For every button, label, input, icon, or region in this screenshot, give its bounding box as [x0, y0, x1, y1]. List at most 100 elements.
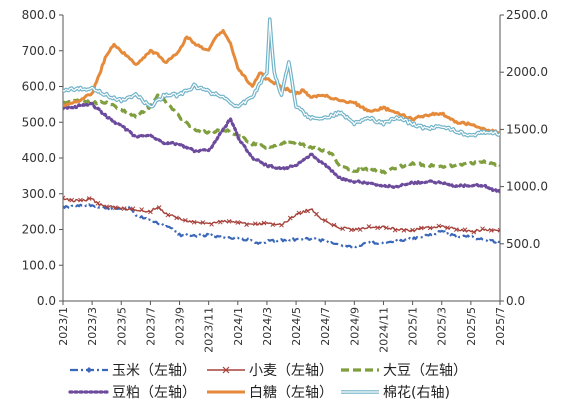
series-point	[279, 222, 284, 228]
series-point	[349, 227, 354, 233]
series-line-inner	[63, 18, 500, 137]
series-point	[113, 205, 118, 210]
series-point	[130, 206, 136, 212]
series-point	[78, 197, 83, 203]
series-point	[63, 195, 66, 201]
series-point	[392, 227, 398, 233]
series-point	[436, 223, 442, 229]
series-point	[314, 211, 319, 217]
legend-marker	[222, 366, 230, 374]
series-point	[410, 227, 415, 233]
x-tick-label: 2024/7	[319, 307, 332, 346]
left-tick-label: 0.0	[37, 294, 56, 308]
legend-label: 棉花(右轴)	[383, 384, 450, 401]
legend: 玉米（左轴） 小麦（左轴） 大豆（左轴） 豆粕（左轴） 白糖（左轴） 棉花(右轴)	[68, 363, 467, 401]
x-tick-label: 2023/5	[115, 307, 128, 346]
series-point	[139, 207, 145, 212]
series-point	[235, 220, 241, 225]
left-tick-label: 800.0	[22, 8, 56, 22]
x-tick-label: 2025/7	[494, 307, 507, 346]
right-tick-label: 500.0	[506, 237, 540, 251]
right-tick-label: 0.0	[506, 294, 525, 308]
series-point	[375, 225, 380, 231]
series-point	[401, 228, 407, 233]
series-point	[121, 206, 127, 211]
series-point	[296, 210, 302, 216]
legend-item: 玉米（左轴）	[70, 363, 196, 379]
x-tick-label: 2025/5	[465, 307, 478, 346]
right-tick-label: 1500.0	[506, 122, 548, 136]
legend-item: 白糖（左轴）	[207, 385, 333, 401]
series-point	[488, 227, 494, 233]
axes: 0.0 100.0 200.0 300.0 400.0 500.0 600.0 700.0 80…	[22, 8, 548, 353]
left-tick-label: 600.0	[22, 80, 56, 94]
series-line	[63, 101, 500, 194]
x-tick-label: 2024/1	[232, 307, 245, 346]
series-point	[480, 226, 485, 232]
series-point	[156, 205, 162, 210]
x-tick-label: 2024/3	[261, 307, 274, 346]
series-line	[63, 203, 500, 249]
left-tick-label: 200.0	[22, 223, 56, 237]
x-tick-label: 2024/11	[377, 307, 390, 353]
series-point	[331, 222, 337, 228]
left-tick-label: 700.0	[22, 44, 56, 58]
series-point	[322, 218, 328, 223]
x-tick-label: 2023/1	[57, 307, 70, 346]
series-point	[217, 219, 223, 225]
series-point	[244, 222, 249, 227]
series-point	[418, 225, 424, 231]
legend-label: 白糖（左轴）	[249, 385, 333, 401]
x-tick-label: 2024/5	[290, 307, 303, 346]
series-line	[63, 93, 500, 175]
series-point	[357, 227, 363, 232]
x-tick-label: 2025/1	[407, 307, 420, 346]
series-point	[366, 224, 372, 229]
legend-marker	[86, 367, 92, 373]
series-point	[226, 218, 232, 224]
series-point	[174, 215, 179, 221]
x-tick-label: 2023/11	[203, 307, 216, 353]
legend-label: 豆粕（左轴）	[112, 385, 196, 401]
series-point	[104, 204, 110, 210]
left-tick-label: 400.0	[22, 151, 56, 165]
x-tick-label: 2025/3	[436, 307, 449, 346]
series-point	[462, 227, 468, 233]
series-point	[183, 217, 188, 223]
right-tick-label: 2500.0	[506, 8, 548, 22]
series-point	[95, 200, 101, 206]
series-point	[165, 212, 171, 218]
legend-item: 豆粕（左轴）	[68, 385, 196, 401]
left-tick-label: 500.0	[22, 115, 56, 129]
series-point	[148, 209, 153, 215]
series-point	[453, 227, 459, 232]
series-point	[209, 221, 214, 227]
series-point	[191, 219, 197, 225]
series-point	[270, 222, 276, 227]
x-tick-label: 2024/9	[348, 307, 361, 346]
series-point	[497, 227, 500, 233]
legend-item: 小麦（左轴）	[207, 363, 333, 379]
legend-label: 小麦（左轴）	[249, 363, 333, 379]
legend-item: 大豆（左轴）	[341, 363, 467, 379]
left-tick-label: 100.0	[22, 258, 56, 272]
series-point	[200, 220, 206, 225]
legend-label: 大豆（左轴）	[383, 363, 467, 379]
series-point	[471, 229, 477, 235]
series-point	[427, 225, 433, 231]
series-point	[261, 220, 267, 226]
x-tick-label: 2023/3	[86, 307, 99, 346]
series-point	[69, 197, 75, 203]
series-point	[252, 221, 258, 227]
series-point	[384, 225, 389, 231]
x-tick-label: 2023/9	[174, 307, 187, 346]
series-layer	[63, 17, 500, 249]
series-point	[305, 208, 311, 214]
right-tick-label: 1000.0	[506, 180, 548, 194]
legend-item: 棉花(右轴)	[341, 384, 450, 401]
left-tick-label: 300.0	[22, 187, 56, 201]
series-point	[287, 215, 293, 221]
right-tick-label: 2000.0	[506, 65, 548, 79]
